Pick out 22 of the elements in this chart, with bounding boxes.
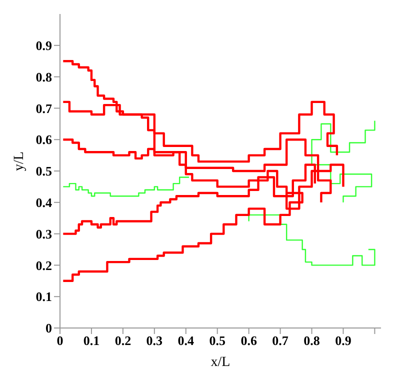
x-axis-title: x/L bbox=[210, 355, 230, 370]
x-tick-label: 0 bbox=[56, 333, 64, 348]
x-tick-label: 0.3 bbox=[146, 333, 164, 348]
x-tick-label: 0.2 bbox=[114, 333, 132, 348]
x-tick-label: 0.9 bbox=[335, 333, 352, 348]
y-tick-label: 0.1 bbox=[36, 289, 52, 304]
y-tick-label: 0.7 bbox=[36, 100, 52, 116]
y-tick-label: 0.2 bbox=[36, 258, 52, 273]
x-tick-label: 0.1 bbox=[83, 333, 100, 348]
y-axis-title: y/L bbox=[12, 152, 27, 171]
y-tick-label: 0.4 bbox=[36, 195, 52, 210]
y-tick-label: 0.3 bbox=[36, 226, 52, 242]
y-tick-label: 0.6 bbox=[36, 132, 52, 148]
x-tick-label: 0.4 bbox=[178, 333, 195, 348]
x-tick-label: 0.5 bbox=[209, 333, 226, 348]
x-tick-label: 0.6 bbox=[240, 333, 258, 348]
y-tick-label: 0 bbox=[46, 320, 52, 336]
x-tick-label: 0.8 bbox=[304, 333, 320, 348]
y-tick-label: 0.5 bbox=[36, 164, 52, 179]
y-tick-label: 0.8 bbox=[36, 69, 52, 84]
x-tick-label: 0.7 bbox=[272, 333, 289, 348]
y-tick-label: 0.9 bbox=[36, 38, 52, 54]
